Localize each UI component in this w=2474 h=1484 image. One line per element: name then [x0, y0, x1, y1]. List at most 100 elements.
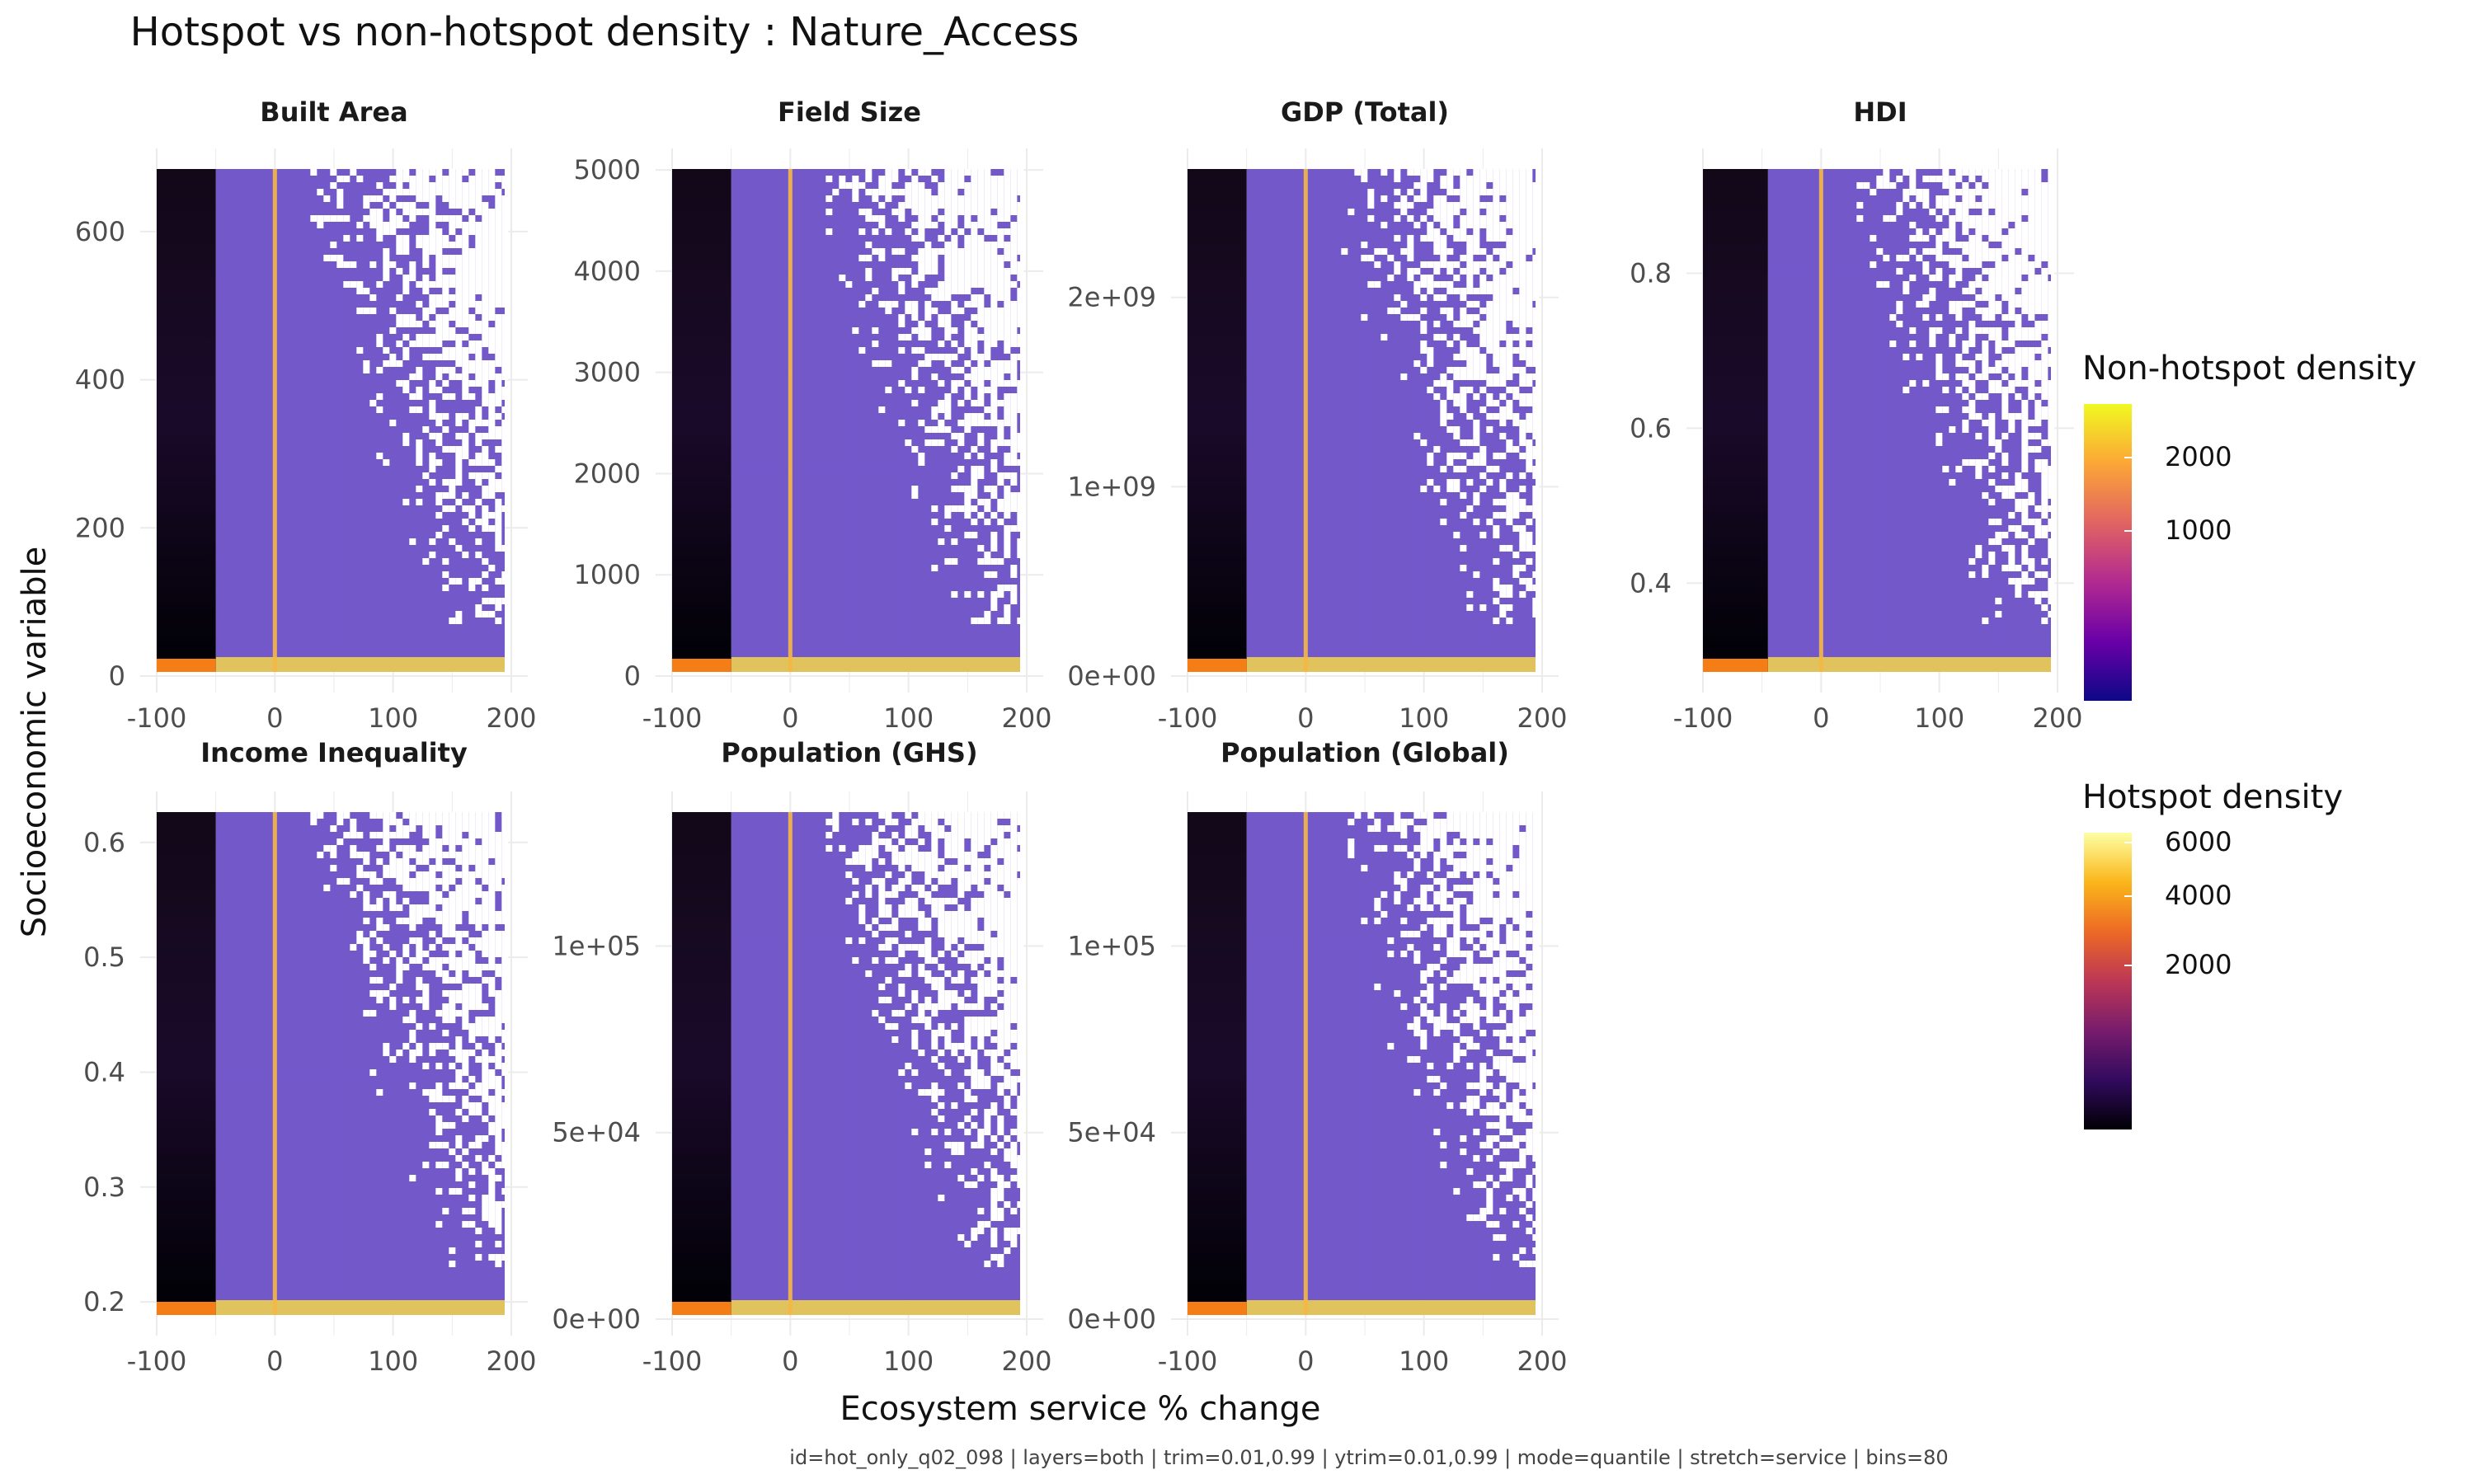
- empty-cell: [997, 426, 1004, 433]
- empty-cell: [984, 937, 991, 944]
- empty-cell: [1532, 878, 1540, 885]
- empty-cell: [990, 532, 998, 538]
- empty-cell: [462, 1050, 469, 1056]
- empty-cell: [495, 400, 502, 406]
- empty-cell: [1010, 591, 1018, 598]
- empty-cell: [475, 459, 482, 466]
- empty-cell: [2041, 195, 2048, 202]
- empty-cell: [435, 314, 443, 321]
- empty-cell: [905, 301, 912, 308]
- empty-cell: [462, 825, 469, 832]
- empty-cell: [409, 209, 416, 215]
- empty-cell: [455, 871, 463, 878]
- empty-cell: [449, 1188, 456, 1195]
- empty-cell: [1995, 182, 2002, 189]
- empty-cell: [1493, 845, 1500, 852]
- empty-cell: [872, 195, 879, 202]
- empty-cell: [1440, 1162, 1447, 1168]
- empty-cell: [1995, 334, 2002, 340]
- empty-cell: [429, 479, 436, 486]
- empty-cell: [488, 294, 496, 301]
- empty-cell: [442, 235, 449, 242]
- empty-cell: [495, 1050, 502, 1056]
- empty-cell: [449, 176, 456, 182]
- empty-cell: [2008, 314, 2015, 321]
- empty-cell: [938, 977, 945, 984]
- empty-cell: [944, 255, 952, 261]
- empty-cell: [396, 845, 403, 852]
- empty-cell: [1446, 871, 1454, 878]
- empty-cell: [409, 321, 416, 327]
- empty-cell: [501, 459, 509, 466]
- empty-cell: [475, 367, 482, 373]
- empty-cell: [2048, 314, 2055, 321]
- empty-cell: [924, 1089, 932, 1096]
- empty-cell: [1499, 301, 1507, 308]
- empty-cell: [984, 248, 991, 255]
- empty-cell: [924, 334, 932, 340]
- empty-cell: [402, 169, 410, 176]
- empty-cell: [1010, 1175, 1018, 1181]
- empty-cell: [442, 505, 449, 512]
- empty-cell: [435, 858, 443, 865]
- empty-cell: [495, 532, 502, 538]
- empty-cell: [336, 878, 344, 885]
- empty-cell: [1453, 453, 1460, 459]
- empty-cell: [495, 499, 502, 505]
- empty-cell: [957, 812, 965, 819]
- empty-cell: [951, 898, 958, 904]
- empty-cell: [984, 618, 991, 624]
- empty-cell: [1493, 838, 1500, 845]
- empty-cell: [1004, 453, 1011, 459]
- empty-cell: [402, 499, 410, 505]
- empty-cell: [495, 970, 502, 977]
- y-tick-label: 1e+05: [1067, 930, 1156, 961]
- empty-cell: [1460, 340, 1467, 347]
- empty-cell: [1526, 235, 1533, 242]
- empty-cell: [462, 281, 469, 288]
- empty-cell: [1420, 308, 1427, 314]
- empty-cell: [1017, 1036, 1024, 1043]
- empty-cell: [1526, 1082, 1533, 1089]
- empty-cell: [1479, 222, 1487, 228]
- empty-cell: [495, 301, 502, 308]
- empty-cell: [977, 373, 985, 380]
- empty-cell: [977, 248, 985, 255]
- empty-cell: [1004, 321, 1011, 327]
- empty-cell: [429, 453, 436, 459]
- empty-cell: [429, 406, 436, 413]
- empty-cell: [858, 911, 866, 918]
- empty-cell: [1526, 308, 1533, 314]
- empty-cell: [1380, 248, 1388, 255]
- empty-cell: [885, 360, 892, 367]
- empty-cell: [1400, 845, 1408, 852]
- empty-cell: [911, 825, 919, 832]
- empty-cell: [997, 970, 1004, 977]
- empty-cell: [1526, 426, 1533, 433]
- empty-cell: [1407, 819, 1414, 825]
- empty-cell: [1427, 984, 1434, 990]
- empty-cell: [1479, 189, 1487, 195]
- empty-cell: [1427, 970, 1434, 977]
- empty-cell: [2041, 472, 2048, 479]
- empty-cell: [1473, 1010, 1480, 1017]
- empty-cell: [1453, 1056, 1460, 1063]
- empty-cell: [442, 176, 449, 182]
- x-tick-label: 200: [486, 1345, 536, 1377]
- empty-cell: [997, 334, 1004, 340]
- empty-cell: [1519, 420, 1526, 426]
- empty-cell: [488, 176, 496, 182]
- empty-cell: [1519, 984, 1526, 990]
- empty-cell: [435, 911, 443, 918]
- empty-cell: [1017, 209, 1024, 215]
- empty-cell: [1004, 924, 1011, 931]
- empty-cell: [997, 852, 1004, 858]
- empty-cell: [1004, 275, 1011, 281]
- empty-cell: [343, 235, 350, 242]
- empty-cell: [951, 446, 958, 453]
- hotspot-density-band: [157, 1302, 216, 1315]
- empty-cell: [911, 944, 919, 951]
- empty-cell: [1506, 268, 1513, 275]
- empty-cell: [898, 1069, 905, 1076]
- empty-cell: [1486, 1201, 1493, 1208]
